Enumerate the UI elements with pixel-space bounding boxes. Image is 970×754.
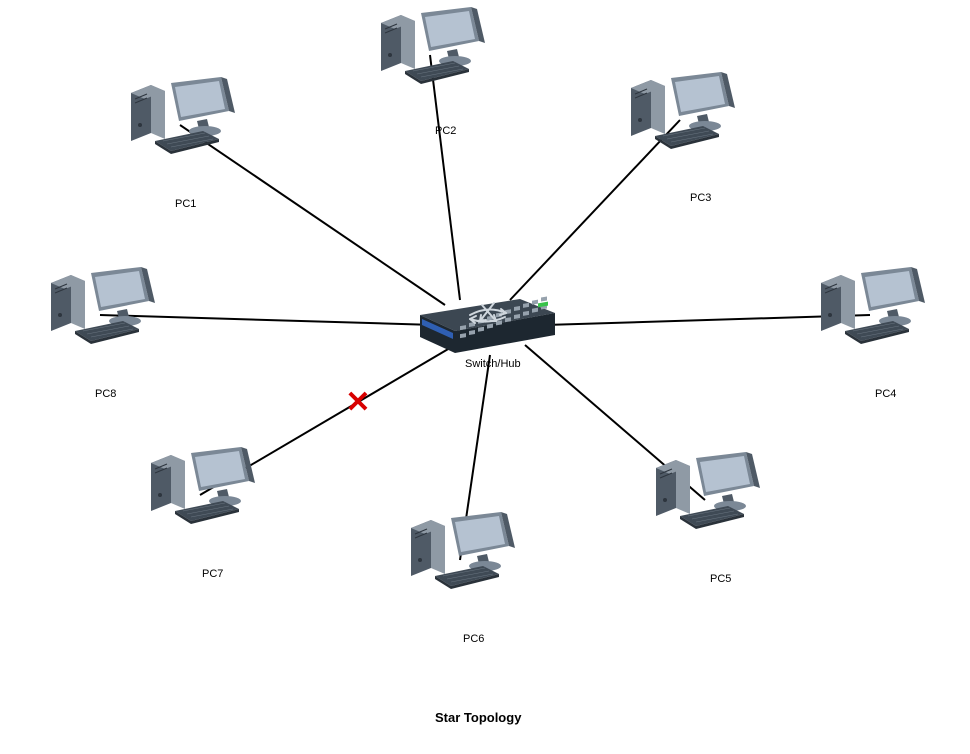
pc-node-pc3 [625,70,735,160]
pc-label-pc2: PC2 [435,125,456,137]
pc-node-pc6 [405,510,515,600]
diagram-title: Star Topology [435,710,521,725]
pc-node-pc8 [45,265,155,355]
pc-label-pc3: PC3 [690,192,711,204]
pc-node-pc4 [815,265,925,355]
pc-label-pc4: PC4 [875,388,896,400]
broken-link-icon: ✕ [345,388,370,418]
switch-hub-label: Switch/Hub [465,358,521,370]
pc-node-pc5 [650,450,760,540]
pc-label-pc5: PC5 [710,573,731,585]
pc-node-pc1 [125,75,235,165]
pc-node-pc2 [375,5,485,95]
pc-label-pc6: PC6 [463,633,484,645]
pc-label-pc1: PC1 [175,198,196,210]
pc-node-pc7 [145,445,255,535]
diagram-canvas: PC1 PC2 [0,0,970,754]
pc-label-pc7: PC7 [202,568,223,580]
pc-label-pc8: PC8 [95,388,116,400]
